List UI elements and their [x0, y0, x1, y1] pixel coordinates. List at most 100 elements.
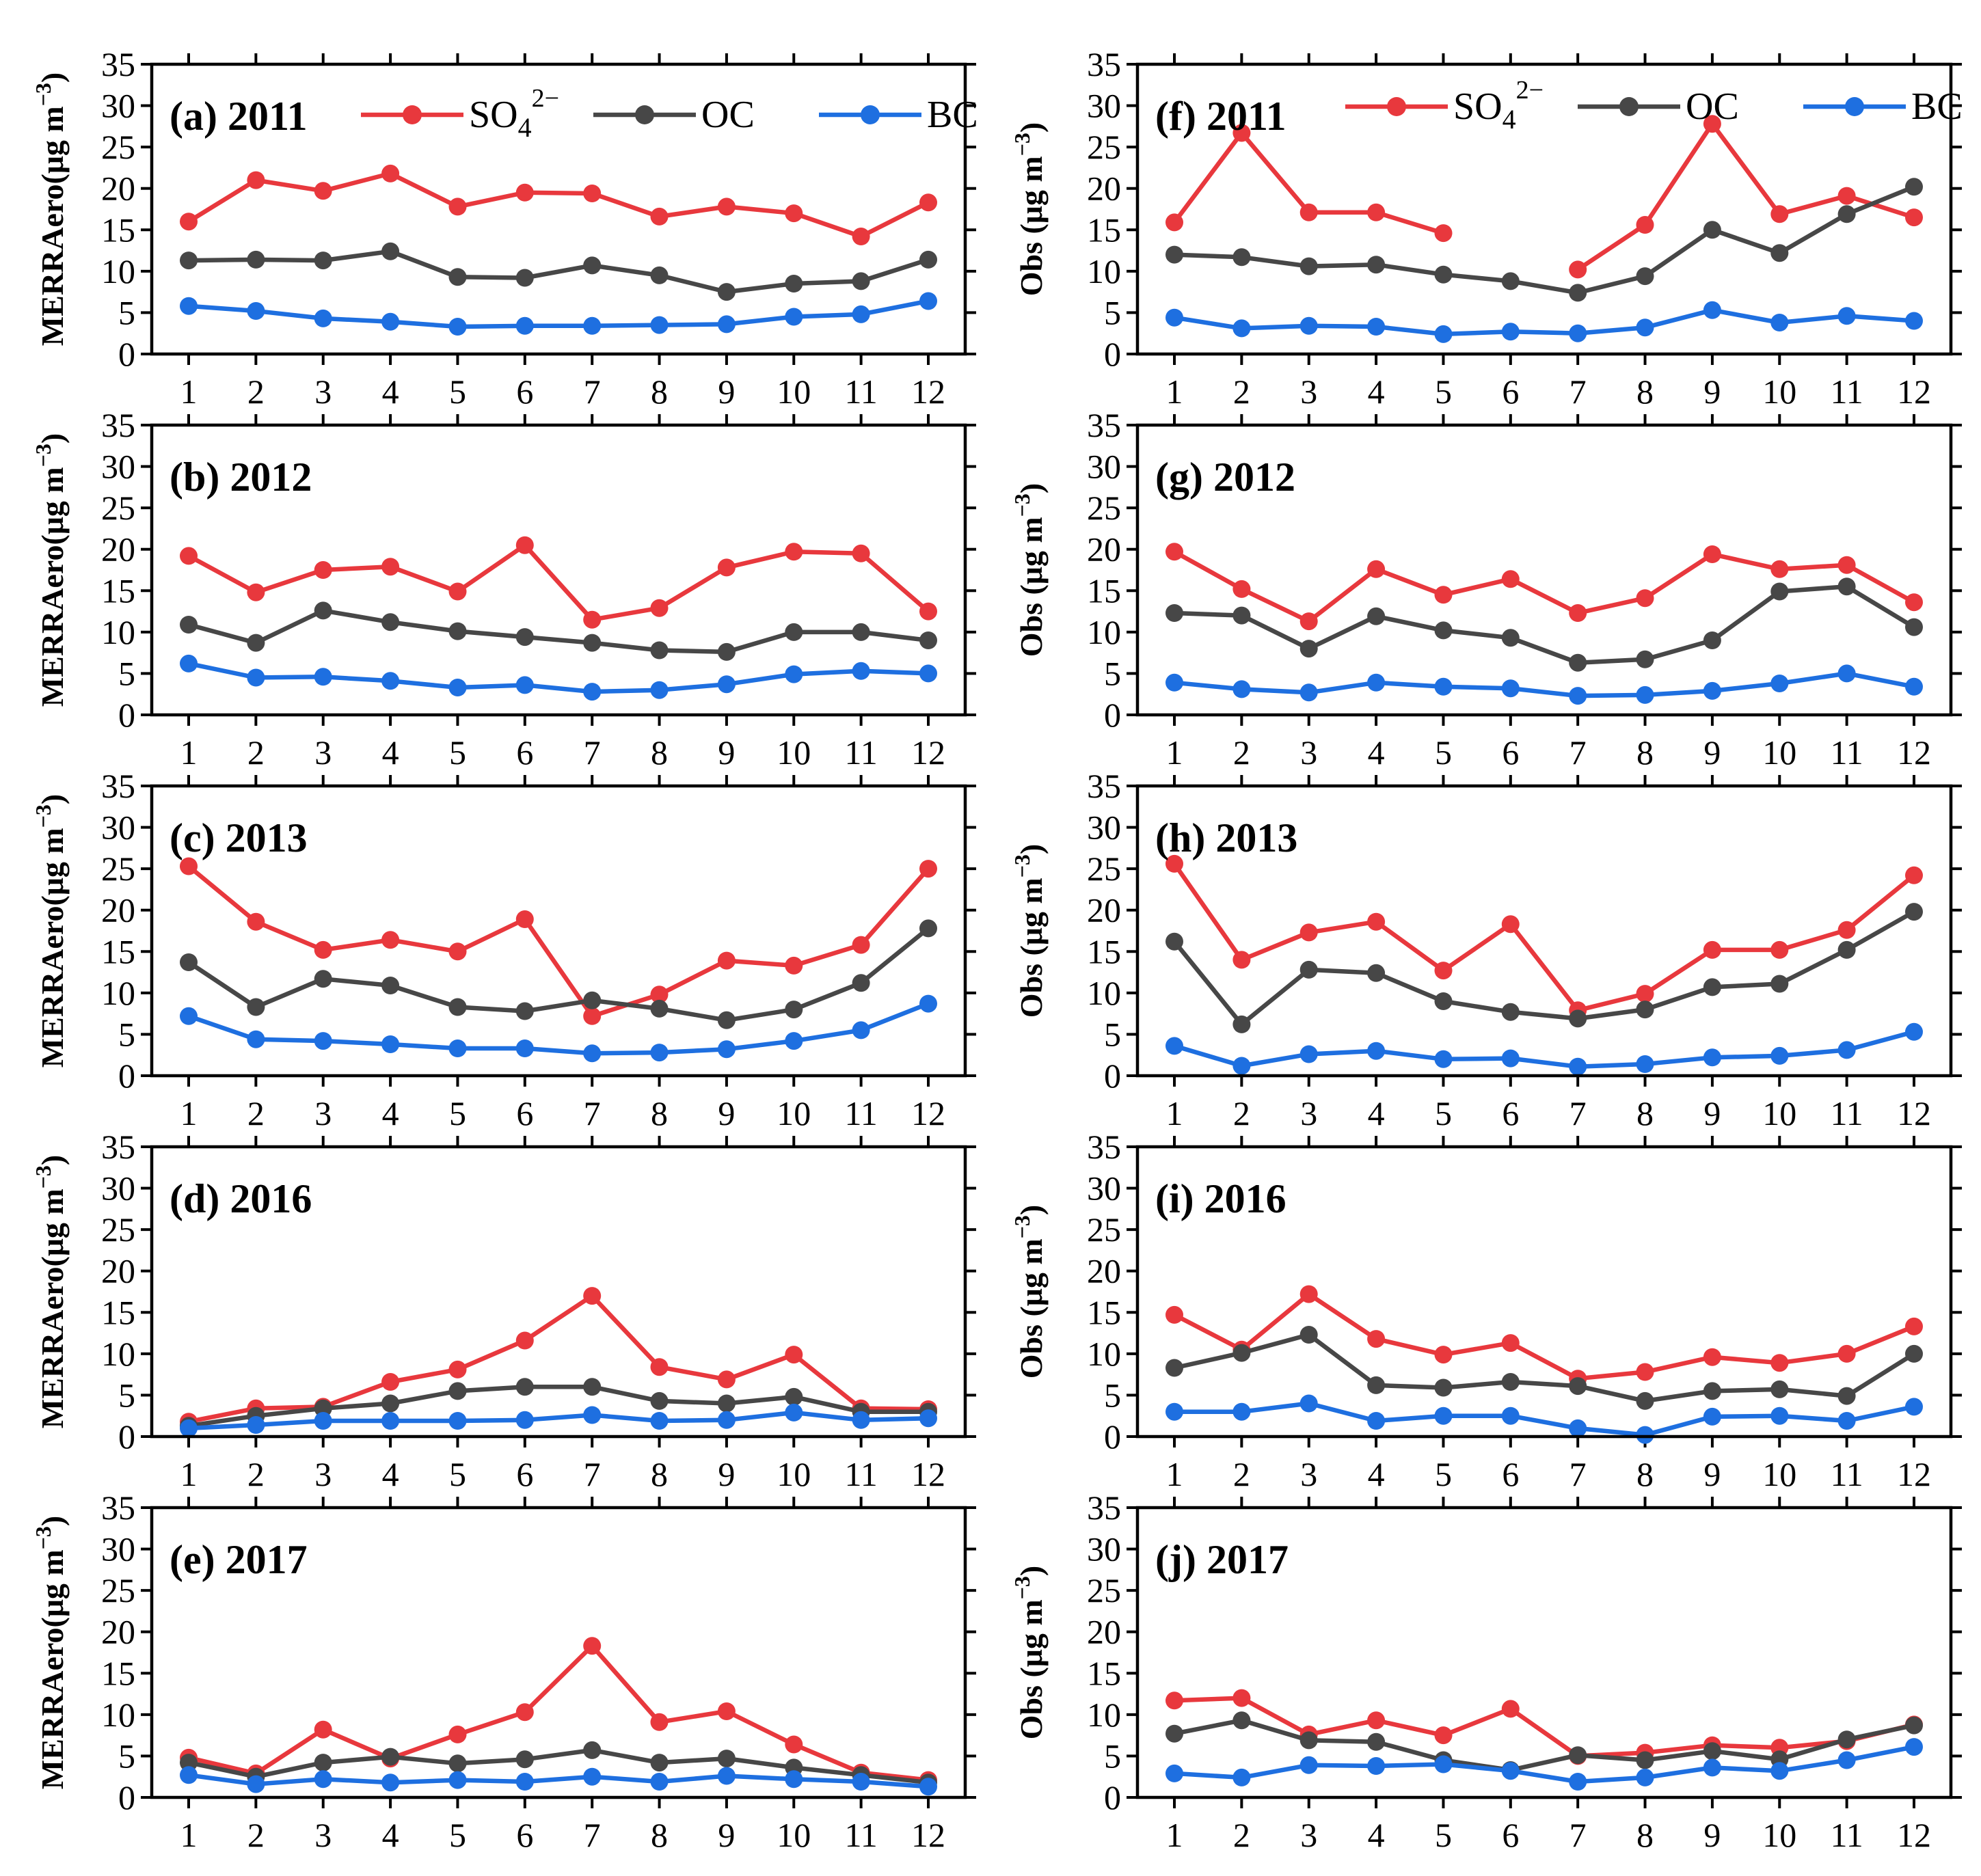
x-tick-label: 12: [1897, 1816, 1931, 1854]
x-tick-label: 9: [718, 1455, 735, 1493]
data-point-bc: [515, 1039, 534, 1057]
data-point-oc: [448, 998, 467, 1016]
panel-title: (i) 2016: [1155, 1176, 1286, 1221]
data-point-bc: [1232, 319, 1251, 338]
x-tick-label: 10: [777, 1455, 811, 1493]
data-point-bc: [583, 683, 602, 701]
data-point-so4: [919, 193, 937, 212]
y-tick-label: 5: [118, 293, 135, 331]
data-point-bc: [1703, 301, 1721, 319]
data-point-bc: [1299, 1394, 1318, 1413]
x-tick-label: 2: [247, 372, 265, 411]
data-point-bc: [785, 665, 803, 683]
data-point-so4: [1905, 208, 1923, 227]
data-point-oc: [515, 628, 534, 647]
y-tick-label: 5: [1104, 1376, 1121, 1414]
y-tick-label: 15: [1087, 1654, 1121, 1692]
data-point-so4: [1232, 951, 1251, 969]
data-point-oc: [314, 970, 332, 988]
x-tick-label: 5: [449, 1094, 466, 1132]
data-point-oc: [1367, 607, 1386, 625]
y-tick-label: 0: [118, 335, 135, 373]
x-tick-label: 11: [845, 372, 878, 411]
data-point-oc: [919, 919, 937, 938]
series-line-so4: [187, 543, 930, 622]
data-point-oc: [448, 622, 467, 640]
series-line-bc: [1174, 1029, 1915, 1069]
data-point-so4: [1569, 260, 1587, 279]
y-axis-label: Obs (μg m−3): [1010, 122, 1049, 297]
data-point-oc: [1569, 653, 1587, 672]
data-point-oc: [1703, 1382, 1721, 1400]
y-tick-label: 15: [101, 1293, 135, 1331]
data-point-bc: [247, 302, 265, 320]
y-tick-label: 30: [1087, 87, 1121, 125]
data-point-so4: [1367, 560, 1386, 578]
x-tick-label: 3: [1300, 372, 1317, 411]
data-point-so4: [1703, 115, 1721, 133]
series-line-so4: [1172, 862, 1916, 1013]
series-line-oc: [1172, 910, 1915, 1027]
x-tick-label: 11: [1831, 372, 1863, 411]
y-tick-label: 20: [101, 530, 135, 569]
data-point-oc: [919, 631, 937, 649]
data-point-bc: [1569, 687, 1587, 705]
data-point-oc: [1905, 903, 1923, 921]
data-point-so4: [1636, 589, 1654, 608]
data-point-oc: [1636, 1391, 1654, 1410]
x-tick-label: 10: [1762, 1816, 1796, 1854]
series-line-oc: [188, 1385, 928, 1428]
series-line-so4: [187, 171, 930, 239]
x-tick-label: 12: [1897, 733, 1931, 772]
plot-frame: [1135, 423, 1953, 717]
series-line-so4: [187, 864, 930, 1019]
x-tick-label: 5: [1435, 1455, 1452, 1493]
data-point-oc: [1501, 1373, 1520, 1391]
y-axis-label: MERRAero(μg m−3): [31, 72, 70, 346]
data-point-bc: [314, 309, 332, 327]
x-tick-label: 4: [1368, 1094, 1385, 1132]
data-point-bc: [919, 664, 937, 683]
x-tick-label: 4: [382, 1816, 399, 1854]
data-point-bc: [180, 1419, 198, 1437]
data-point-so4: [919, 860, 937, 878]
data-point-oc: [247, 634, 265, 652]
x-tick-label: 9: [1703, 733, 1721, 772]
data-point-so4: [785, 1735, 803, 1754]
x-tick-label: 9: [718, 1816, 735, 1854]
data-point-so4: [1232, 124, 1251, 142]
panel-title: (d) 2016: [170, 1176, 312, 1221]
data-point-oc: [650, 1754, 669, 1772]
data-point-oc: [180, 252, 198, 270]
data-point-bc: [1770, 1406, 1789, 1425]
y-tick-label: 0: [118, 1057, 135, 1095]
y-tick-label: 10: [1087, 1335, 1121, 1373]
y-tick-label: 35: [101, 45, 135, 83]
data-point-bc: [1770, 1762, 1789, 1780]
x-tick-label: 4: [382, 1094, 399, 1132]
data-point-bc: [448, 679, 467, 696]
data-point-oc: [583, 634, 602, 652]
y-tick-label: 25: [1087, 849, 1121, 888]
data-point-so4: [448, 198, 467, 216]
data-point-bc: [1501, 1762, 1520, 1780]
data-point-so4: [1434, 224, 1453, 243]
data-point-so4: [717, 198, 736, 216]
x-tick-label: 6: [516, 1094, 533, 1132]
data-point-so4: [247, 583, 265, 601]
data-point-oc: [1569, 1009, 1587, 1028]
data-point-oc: [515, 269, 534, 287]
panel-title: (c) 2013: [170, 815, 308, 860]
y-tick-label: 0: [1104, 1057, 1121, 1095]
data-point-bc: [247, 1030, 265, 1048]
x-tick-label: 10: [1762, 1094, 1796, 1132]
data-point-so4: [717, 1702, 736, 1720]
x-tick-label: 4: [382, 1455, 399, 1493]
data-point-oc: [1569, 1746, 1587, 1765]
x-tick-label: 3: [1300, 1455, 1317, 1493]
data-point-oc: [1367, 964, 1386, 982]
x-tick-label: 12: [911, 1094, 945, 1132]
